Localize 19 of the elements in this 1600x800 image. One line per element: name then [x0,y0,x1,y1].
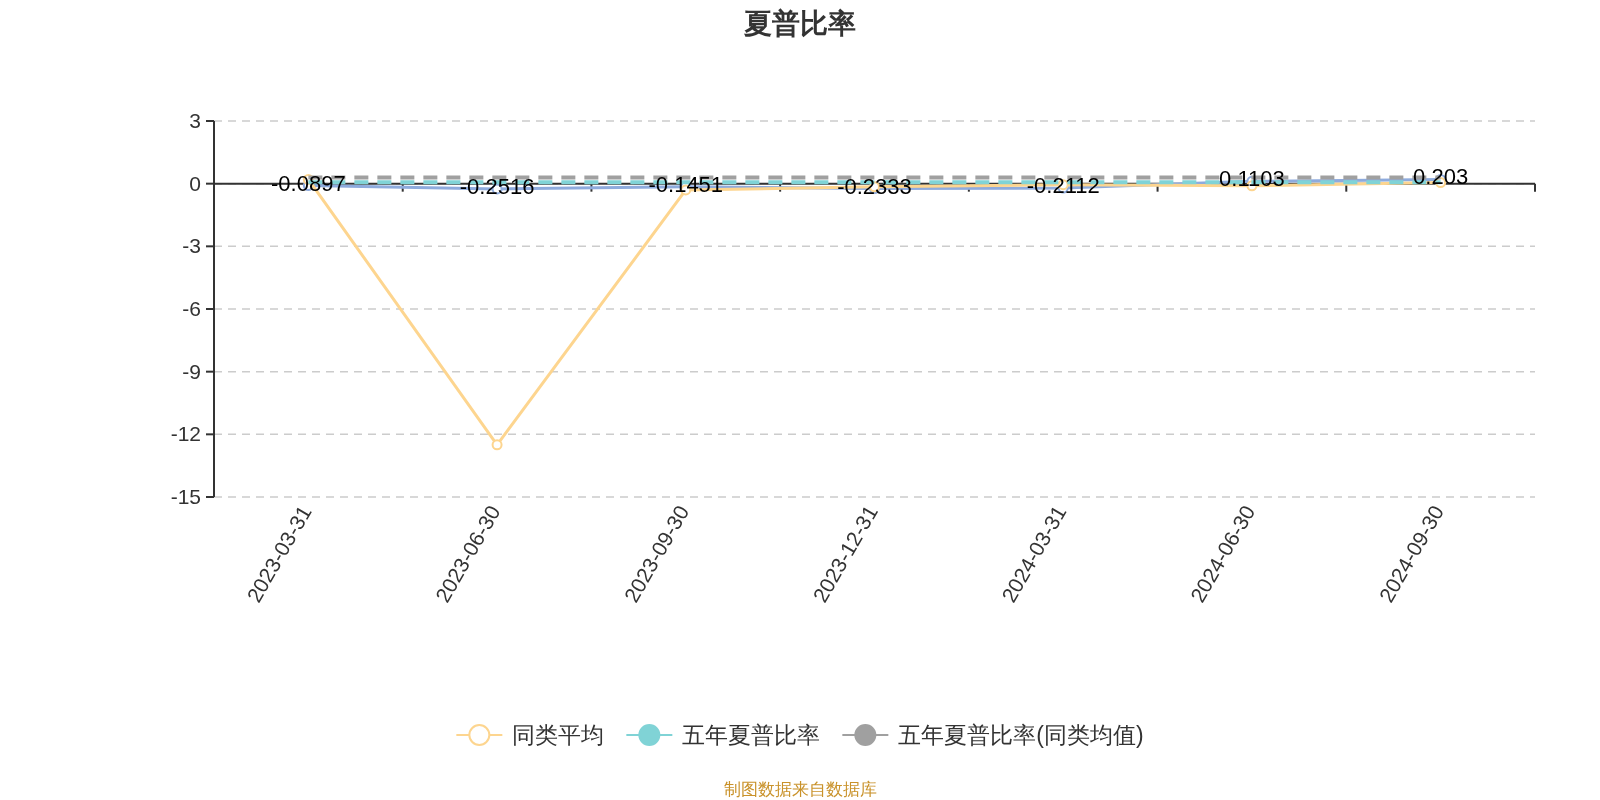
y-tick-label: -6 [182,297,201,320]
legend-label: 同类平均 [512,722,605,748]
y-tick-label: -12 [170,422,201,446]
y-tick-label: -9 [182,359,201,383]
legend-label: 五年夏普比率 [682,722,821,748]
data-label: -0.0897 [271,170,346,196]
y-tick-label: 0 [189,171,201,195]
data-label: 0.203 [1413,164,1469,190]
y-tick-label: 3 [189,109,201,132]
data-label: -0.2112 [1026,173,1100,199]
y-tick-label: -15 [170,485,201,508]
y-tick-label: -3 [182,234,201,258]
legend-label: 五年夏普比率(同类均值) [898,722,1144,748]
data-label: 0.1103 [1219,166,1285,192]
point [491,439,503,451]
chart-title: 夏普比率 [743,8,856,39]
data-label: -0.1451 [648,171,724,197]
data-label: -0.2516 [459,173,535,199]
text: 制图数据来自数据库 [723,780,877,799]
